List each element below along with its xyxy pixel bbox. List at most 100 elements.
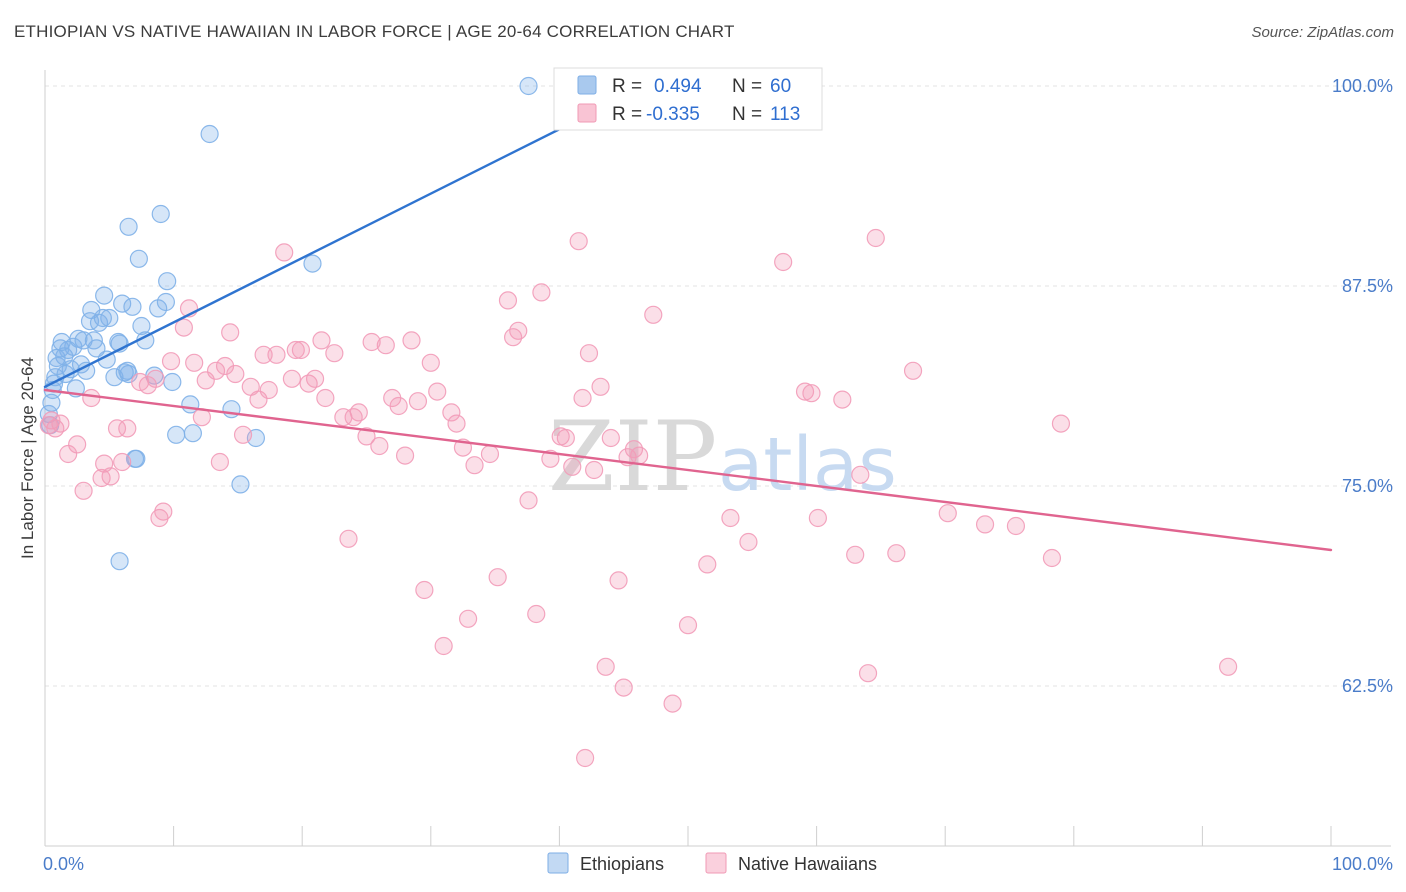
point-1-28 [221,323,240,342]
point-1-99 [802,384,821,403]
point-1-20 [174,318,193,337]
y-tick-label-0: 62.5% [1342,676,1393,696]
legend-r-value-2: -0.335 [646,104,700,125]
trend-line-0 [43,124,568,388]
legend-r-value-1: 0.494 [654,76,702,97]
point-0-26 [95,286,114,305]
legend-r-label-2: R = [612,104,642,125]
point-1-74 [532,283,551,302]
point-0-50 [183,424,202,443]
point-1-83 [591,377,610,396]
point-1-84 [596,657,615,676]
trend-lines [43,124,1333,552]
point-1-38 [286,340,305,360]
y-tick-label-2: 87.5% [1342,276,1393,296]
point-0-58 [519,76,538,96]
point-1-34 [259,380,278,400]
point-1-102 [846,545,865,564]
point-1-96 [739,532,758,552]
point-0-12 [59,340,78,360]
point-1-37 [282,369,302,388]
bottom-legend-label-native-hawaiians: Native Hawaiians [738,854,877,874]
point-1-78 [563,457,582,476]
legend-r-label-1: R = [612,76,642,97]
point-1-71 [509,321,528,340]
point-1-93 [678,616,698,635]
bottom-legend-swatch-native-hawaiians [705,852,727,874]
point-1-48 [349,403,368,422]
point-1-30 [233,425,253,444]
point-1-62 [442,403,461,422]
point-0-38 [127,449,146,468]
point-1-91 [644,305,663,324]
point-1-8 [92,468,111,488]
point-0-32 [113,294,132,313]
point-1-79 [569,232,588,251]
point-1-110 [1006,516,1026,536]
point-1-60 [428,382,447,401]
point-0-51 [200,124,219,144]
point-1-100 [808,508,827,528]
point-1-113 [1219,657,1238,676]
point-1-72 [519,491,538,510]
point-1-68 [488,568,507,587]
point-0-23 [87,339,106,358]
point-0-48 [167,425,186,444]
y-axis-label: In Labor Force | Age 20-64 [18,357,37,559]
point-1-101 [833,390,852,409]
trend-line-1 [43,388,1333,552]
chart-title: ETHIOPIAN VS NATIVE HAWAIIAN IN LABOR FO… [14,22,735,41]
point-0-47 [163,372,182,392]
point-1-36 [275,243,294,262]
legend-swatch-native-hawaiians [577,103,597,123]
point-0-52 [222,400,241,419]
point-1-86 [609,571,628,590]
bottom-legend: Ethiopians Native Hawaiians [547,852,877,874]
legend-n-value-2: 113 [770,104,800,125]
legend-n-label-2: N = [732,104,762,125]
bottom-legend-swatch-ethiopians [547,852,569,874]
bottom-legend-label-ethiopians: Ethiopians [580,854,664,874]
point-1-95 [721,508,740,528]
point-0-44 [151,204,170,224]
point-1-56 [402,331,421,350]
point-1-80 [576,748,595,768]
point-1-7 [82,388,101,408]
axes [44,70,1391,847]
point-1-61 [434,636,453,656]
point-1-77 [556,428,575,448]
point-1-107 [903,361,923,380]
point-0-18 [74,331,93,350]
point-1-87 [614,678,633,697]
point-0-55 [303,254,322,273]
point-1-35 [267,345,286,364]
point-1-94 [698,555,717,574]
point-1-67 [480,444,500,464]
point-1-51 [370,436,389,456]
data-points [39,76,1238,768]
point-1-55 [395,446,415,465]
point-1-43 [316,388,335,408]
point-1-3 [51,414,70,433]
point-1-92 [663,694,682,713]
point-1-49 [357,427,376,446]
watermark: ZIP atlas [548,401,897,513]
point-0-56 [110,552,129,571]
point-0-45 [156,292,175,312]
point-1-22 [185,353,204,372]
series-1-points [39,228,1238,768]
point-1-108 [938,504,957,523]
point-1-114 [573,388,592,408]
point-1-42 [312,331,331,350]
point-1-46 [339,529,358,548]
grid-lines [45,85,1391,687]
legend-swatch-ethiopians [577,75,597,95]
point-1-57 [408,392,428,411]
point-0-36 [123,297,142,316]
point-1-65 [458,609,478,628]
watermark-atlas: atlas [718,422,897,508]
point-1-25 [206,361,226,380]
point-0-35 [119,217,138,236]
point-1-50 [362,332,381,352]
